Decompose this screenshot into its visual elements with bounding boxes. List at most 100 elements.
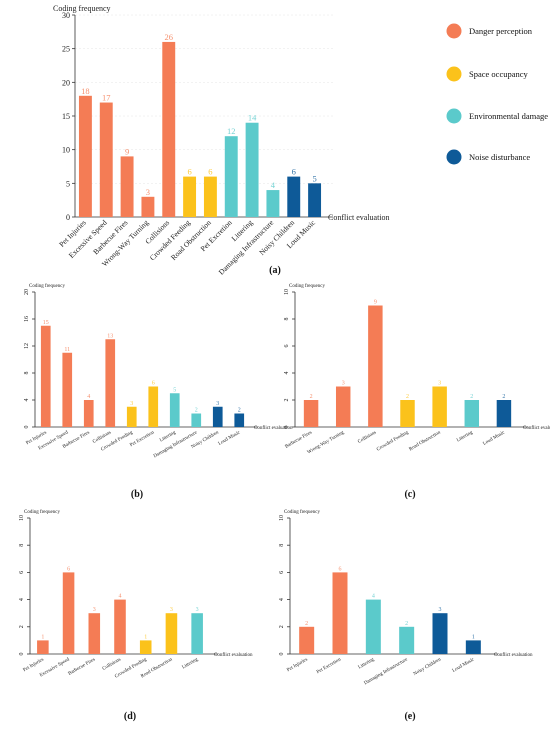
category-label: Pet Excretion: [129, 430, 155, 448]
y-tick-label: 8: [284, 318, 290, 321]
y-tick-label: 8: [24, 372, 30, 375]
category-label: Crowded Feeding: [376, 430, 410, 452]
data-label: 15: [43, 320, 49, 326]
bar-excessive-speed: [62, 572, 75, 654]
data-label: 18: [81, 86, 90, 96]
bar-pet-injuries: [78, 95, 92, 217]
y-axis-title: Coding frequency: [289, 284, 325, 289]
y-tick-label: 2: [19, 625, 25, 628]
legend-item-danger: Danger perception: [446, 23, 533, 39]
y-tick-label: 15: [62, 112, 70, 121]
y-tick-label: 6: [19, 571, 25, 574]
bar-littering: [169, 393, 180, 427]
y-tick-label: 20: [24, 289, 30, 295]
bar-pet-excretion: [224, 136, 238, 217]
bar-collisions: [114, 599, 126, 654]
data-label: 3: [216, 401, 219, 407]
category-label: Loud Music: [482, 430, 506, 447]
legend-item-environment: Environmental damage: [446, 108, 548, 124]
y-tick-label: 4: [284, 372, 290, 375]
bar-excessive-speed: [62, 352, 73, 427]
x-axis-title: Conflict evaluation: [214, 653, 253, 658]
y-tick-label: 25: [62, 45, 70, 54]
data-label: 2: [310, 394, 313, 400]
category-label: Noisy Children: [413, 657, 443, 677]
category-label: Littering: [181, 657, 199, 670]
bar-crowded-feeding: [126, 406, 137, 427]
bar-loud-music: [465, 640, 481, 654]
y-tick-label: 8: [279, 544, 285, 547]
data-label: 5: [312, 173, 316, 183]
y-tick-label: 12: [24, 343, 30, 349]
category-label: Pet Injuries: [23, 657, 45, 673]
legend-label-danger: Danger perception: [469, 26, 533, 36]
category-label: Pet Excretion: [316, 657, 342, 675]
data-label: 3: [196, 607, 199, 613]
bar-littering: [191, 613, 203, 654]
data-label: 4: [119, 594, 122, 600]
y-axis-title: Coding frequency: [284, 510, 320, 515]
y-tick-label: 0: [66, 213, 70, 222]
y-tick-label: 10: [62, 146, 70, 155]
legend-item-space: Space occupancy: [446, 66, 529, 82]
bar-damaging-infrastructure: [191, 413, 202, 427]
category-label: Littering: [456, 430, 474, 443]
data-label: 9: [374, 300, 377, 306]
category-label: Barbecue Fires: [68, 657, 97, 676]
bar-barbecue-fires: [120, 156, 134, 217]
panel-label: (d): [124, 711, 136, 722]
y-tick-label: 0: [279, 653, 285, 656]
bar-wrong-way-turning: [335, 386, 351, 427]
data-label: 4: [372, 594, 375, 600]
bar-pet-excretion: [148, 386, 159, 427]
y-tick-label: 30: [62, 11, 70, 20]
x-axis-title: Conflict evaluation: [523, 426, 550, 431]
bar-road-obstruction: [432, 386, 447, 427]
legend: Danger perception Space occupancy Enviro…: [446, 23, 548, 165]
bar-excessive-speed: [99, 102, 113, 217]
y-tick-label: 6: [279, 571, 285, 574]
y-tick-label: 16: [24, 316, 30, 322]
x-axis-title: Conflict evaluation: [494, 653, 533, 658]
y-tick-label: 10: [284, 289, 290, 295]
y-tick-label: 6: [284, 345, 290, 348]
y-tick-label: 8: [19, 544, 25, 547]
data-label: 2: [305, 621, 308, 627]
legend-swatch-noise: [446, 149, 462, 165]
legend-label-environment: Environmental damage: [469, 111, 548, 121]
category-label: Littering: [159, 430, 177, 443]
data-label: 3: [439, 607, 442, 613]
category-label: Littering: [358, 657, 376, 670]
data-label: 6: [67, 566, 70, 572]
bar-wrong-way-turning: [141, 196, 155, 217]
y-axis-title: Coding frequency: [29, 284, 65, 289]
y-tick-label: 5: [66, 179, 70, 188]
data-label: 6: [152, 381, 155, 387]
bar-pet-excretion: [332, 572, 348, 654]
bar-pet-injuries: [299, 626, 315, 654]
category-label: Collisions: [102, 657, 122, 671]
data-label: 3: [342, 381, 345, 387]
y-tick-label: 0: [24, 426, 30, 429]
data-label: 2: [195, 408, 198, 414]
y-tick-label: 4: [24, 399, 30, 402]
bar-loud-music: [308, 183, 322, 217]
data-label: 5: [173, 387, 176, 393]
legend-item-noise: Noise disturbance: [446, 149, 530, 165]
y-axis-title: Coding frequency: [53, 4, 111, 13]
data-label: 2: [405, 621, 408, 627]
y-axis-title: Coding frequency: [24, 510, 60, 515]
legend-label-space: Space occupancy: [469, 69, 529, 79]
data-label: 3: [93, 607, 96, 613]
data-label: 14: [248, 113, 257, 123]
y-tick-label: 0: [284, 426, 290, 429]
bar-damaging-infrastructure: [266, 190, 280, 217]
data-label: 6: [208, 167, 212, 177]
y-tick-label: 10: [279, 515, 285, 521]
legend-swatch-danger: [446, 23, 462, 39]
category-label: Loud Music: [218, 430, 242, 447]
y-tick-label: 4: [279, 598, 285, 601]
